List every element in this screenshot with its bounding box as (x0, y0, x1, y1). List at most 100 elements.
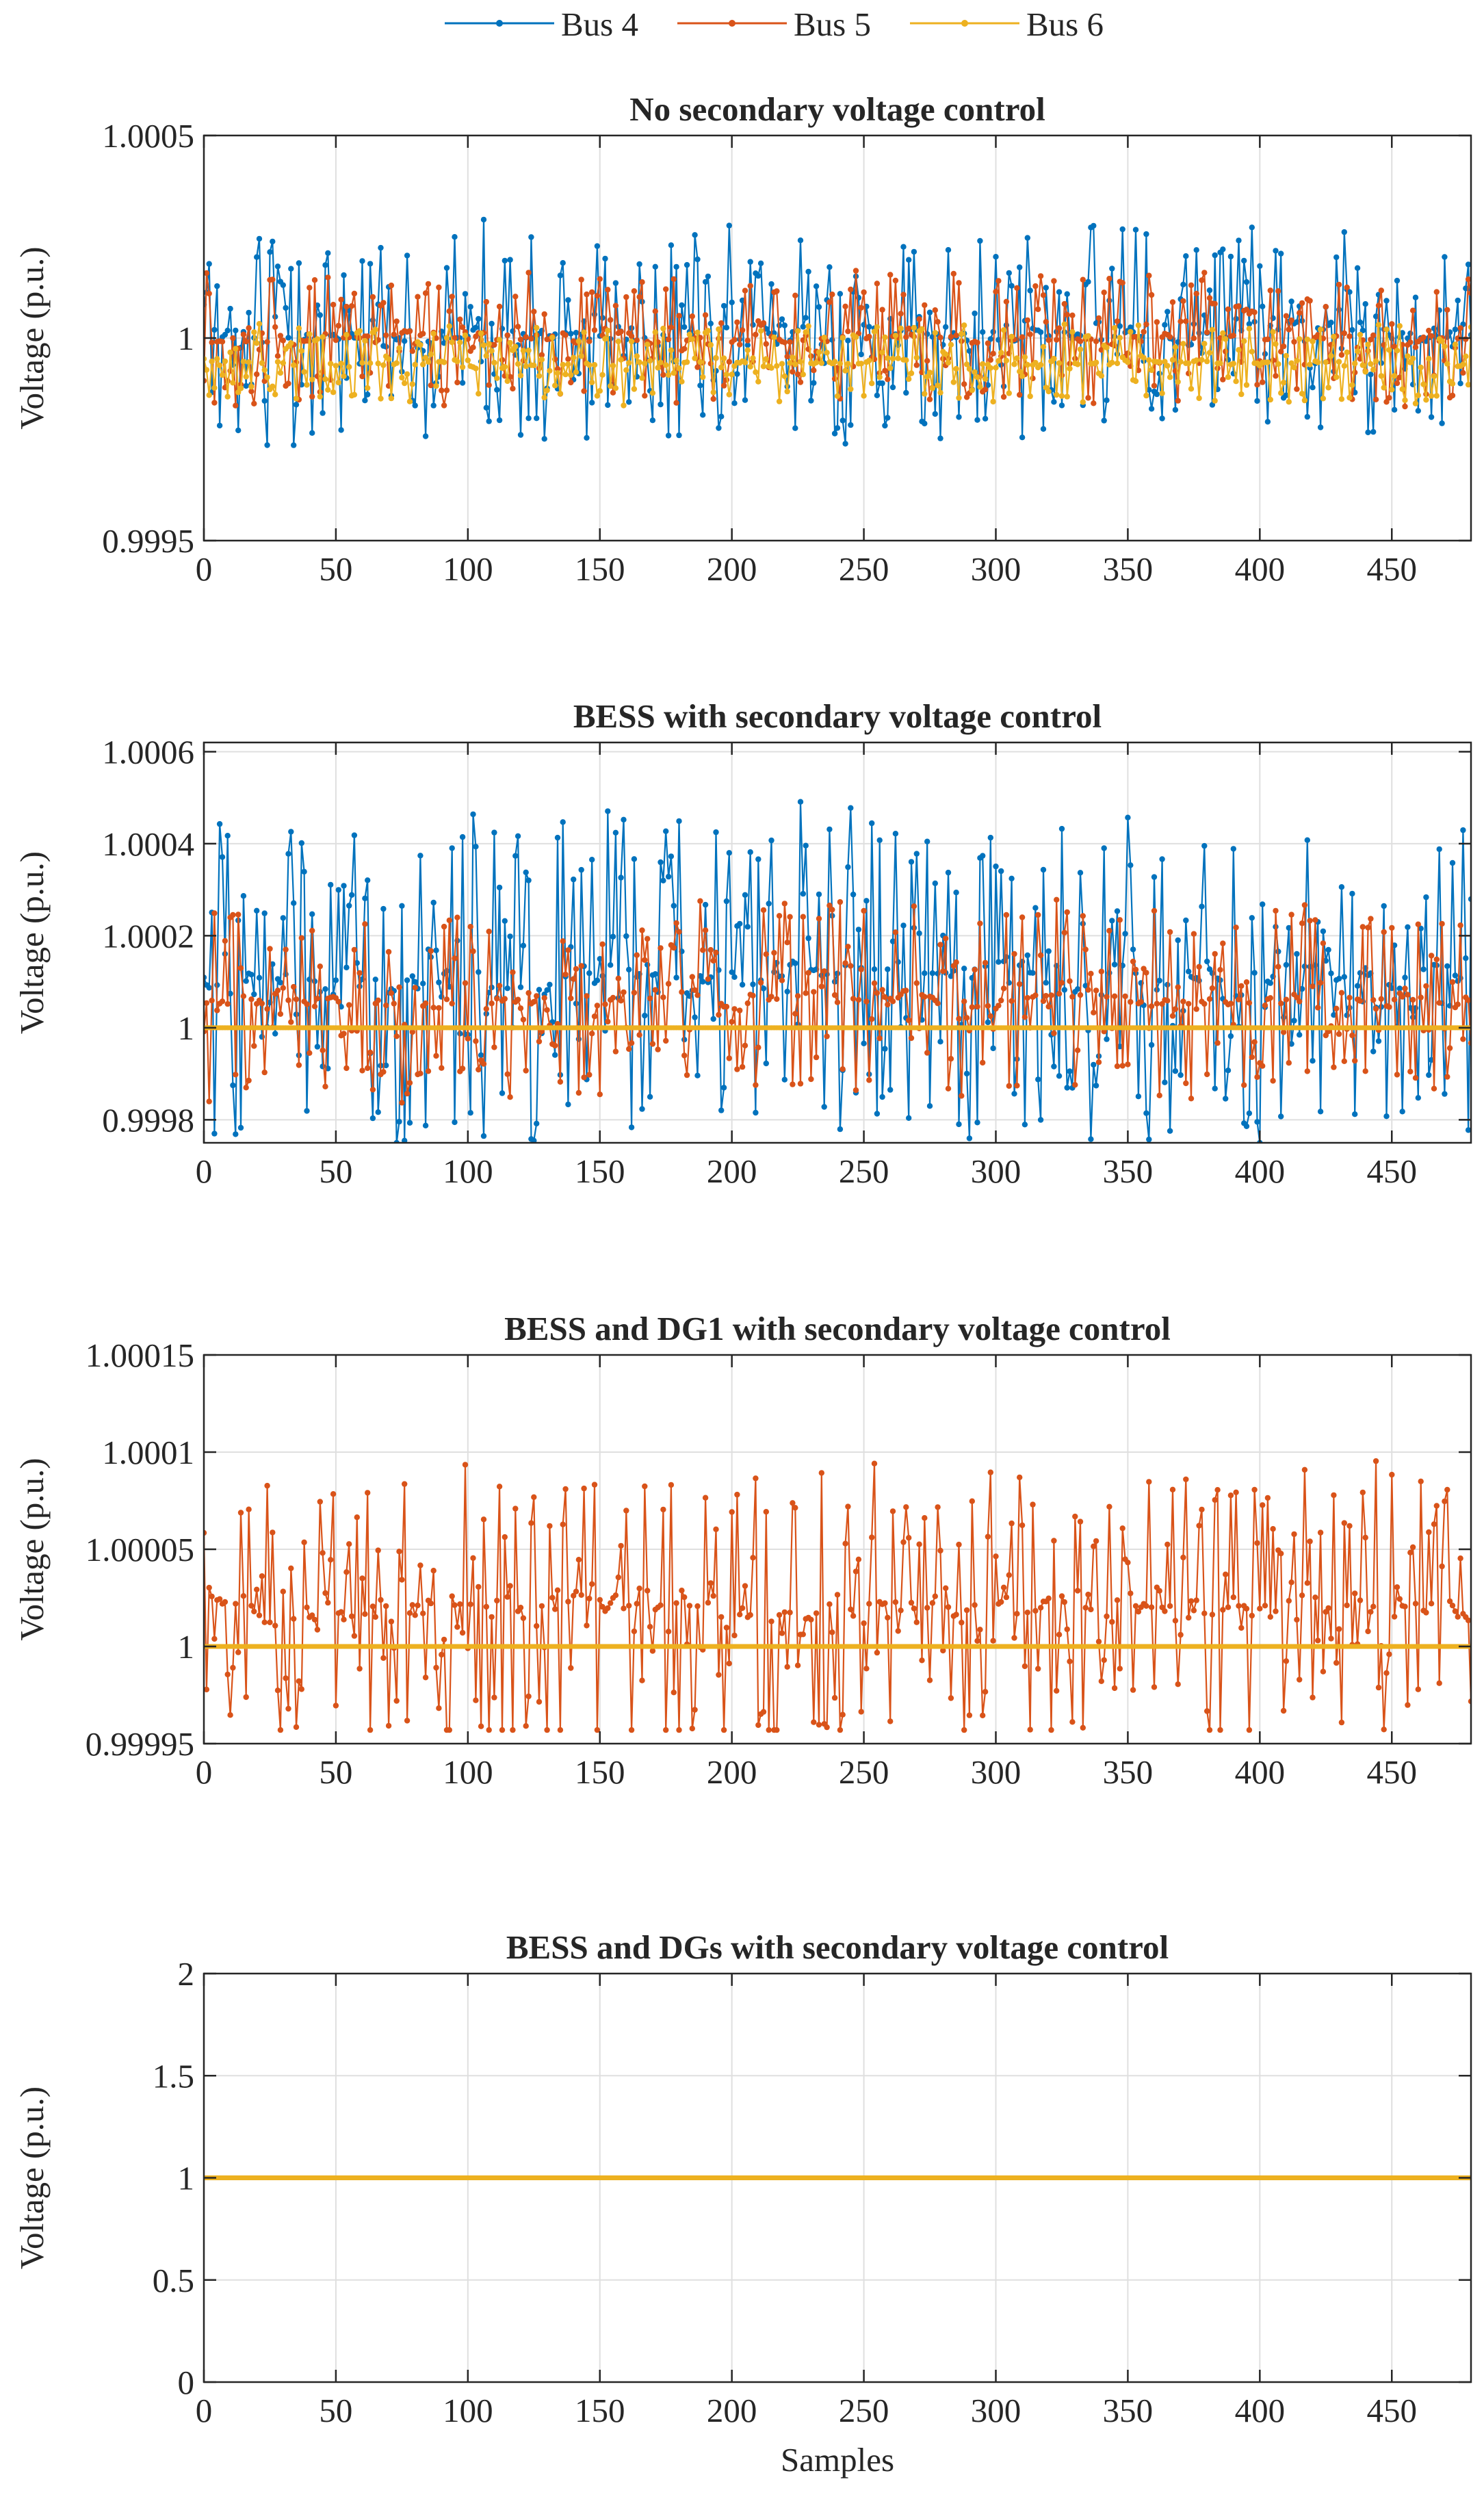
data-point (797, 1081, 804, 1087)
data-point (739, 1605, 746, 1612)
data-point (985, 382, 991, 388)
data-point (922, 391, 928, 397)
data-point (980, 1059, 986, 1066)
data-point (631, 386, 638, 392)
data-point (969, 1498, 976, 1504)
data-point (1080, 913, 1086, 919)
data-point (274, 1688, 281, 1694)
data-point (753, 331, 759, 338)
data-point (454, 379, 460, 386)
data-point (694, 329, 701, 335)
data-point (1035, 306, 1041, 313)
data-point (1405, 353, 1411, 359)
data-point (1460, 1036, 1466, 1042)
data-point (692, 1707, 698, 1713)
data-point (1267, 980, 1274, 986)
data-point (852, 268, 859, 274)
data-point (320, 1047, 326, 1054)
data-point (1294, 1616, 1300, 1623)
data-point (233, 346, 239, 352)
data-point (1093, 1538, 1099, 1544)
data-point (571, 876, 577, 883)
data-point (1383, 298, 1390, 304)
data-point (367, 1049, 374, 1056)
data-point (1267, 1614, 1274, 1620)
data-point (987, 1013, 994, 1020)
legend: Bus 4 Bus 5 Bus 6 (445, 5, 1104, 43)
data-point (747, 1612, 753, 1618)
data-point (406, 1080, 413, 1086)
data-point (1003, 298, 1010, 305)
data-point (288, 1019, 294, 1025)
data-point (642, 393, 648, 399)
data-point (449, 845, 455, 851)
data-point (974, 417, 980, 423)
data-point (1154, 391, 1160, 398)
data-point (1128, 1590, 1134, 1596)
data-point (826, 1601, 833, 1607)
data-point (1315, 359, 1321, 365)
data-point (1064, 1085, 1070, 1091)
data-point (333, 337, 339, 344)
data-point (1190, 1607, 1197, 1614)
data-point (755, 272, 761, 279)
data-point (1230, 361, 1237, 367)
data-point (1212, 398, 1218, 404)
data-point (1077, 992, 1084, 998)
data-point (1301, 964, 1308, 970)
data-point (1333, 374, 1340, 380)
data-point (1037, 1605, 1044, 1611)
data-point (538, 1603, 545, 1610)
data-point (805, 323, 811, 329)
x-tick-label: 450 (1367, 1152, 1418, 1190)
data-point (359, 360, 365, 366)
data-point (1428, 1601, 1435, 1607)
data-point (280, 985, 286, 991)
data-point (895, 355, 901, 361)
data-point (605, 1605, 611, 1612)
data-point (945, 359, 952, 366)
data-point (771, 950, 777, 956)
data-point (1064, 291, 1070, 297)
data-point (1323, 359, 1329, 365)
data-point (1362, 1534, 1368, 1541)
data-point (267, 1619, 273, 1625)
data-point (388, 1618, 395, 1625)
data-point (982, 959, 989, 966)
data-point (692, 987, 698, 994)
data-point (359, 1575, 365, 1581)
data-point (734, 371, 740, 377)
data-point (1423, 894, 1429, 901)
data-point (1341, 974, 1348, 980)
data-point (874, 990, 881, 996)
data-point (839, 417, 846, 424)
data-point (1172, 406, 1179, 413)
data-point (467, 924, 473, 930)
data-point (459, 833, 466, 840)
data-point (1064, 311, 1070, 318)
data-point (805, 268, 811, 275)
data-point (1418, 1478, 1424, 1484)
data-point (457, 316, 463, 322)
data-point (1233, 1489, 1239, 1495)
data-point (436, 284, 442, 291)
data-point (729, 1019, 735, 1025)
data-point (642, 360, 648, 367)
data-point (929, 385, 936, 391)
data-point (684, 261, 690, 268)
data-point (459, 324, 466, 331)
data-point (1230, 333, 1237, 339)
data-point (1069, 329, 1076, 335)
data-point (525, 415, 532, 422)
data-point (753, 1109, 759, 1116)
data-point (554, 1021, 561, 1027)
data-point (248, 972, 255, 978)
data-point (1074, 361, 1081, 367)
panel-title: No secondary voltage control (629, 90, 1045, 128)
data-point (1431, 1521, 1437, 1527)
data-point (673, 263, 679, 270)
data-point (1389, 1471, 1395, 1478)
data-point (430, 1005, 437, 1011)
data-point (1132, 227, 1139, 233)
data-point (452, 234, 458, 240)
